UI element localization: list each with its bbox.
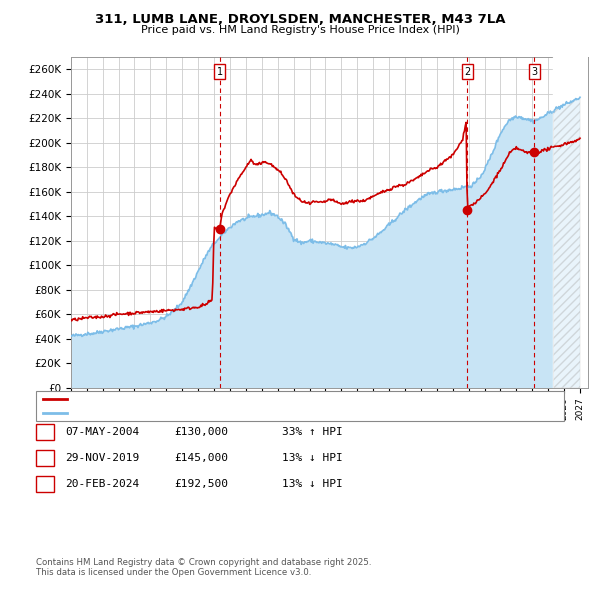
Text: 311, LUMB LANE, DROYLSDEN, MANCHESTER, M43 7LA: 311, LUMB LANE, DROYLSDEN, MANCHESTER, M…	[95, 13, 505, 26]
Text: Price paid vs. HM Land Registry's House Price Index (HPI): Price paid vs. HM Land Registry's House …	[140, 25, 460, 35]
Text: 311, LUMB LANE, DROYLSDEN, MANCHESTER, M43 7LA (semi-detached house): 311, LUMB LANE, DROYLSDEN, MANCHESTER, M…	[72, 394, 458, 404]
Text: £145,000: £145,000	[174, 453, 228, 463]
Text: 2: 2	[41, 453, 49, 463]
Text: 29-NOV-2019: 29-NOV-2019	[65, 453, 139, 463]
Text: £130,000: £130,000	[174, 427, 228, 437]
Text: 13% ↓ HPI: 13% ↓ HPI	[282, 453, 343, 463]
Text: 33% ↑ HPI: 33% ↑ HPI	[282, 427, 343, 437]
Text: 2: 2	[464, 67, 470, 77]
Text: HPI: Average price, semi-detached house, Tameside: HPI: Average price, semi-detached house,…	[72, 408, 325, 418]
Text: Contains HM Land Registry data © Crown copyright and database right 2025.
This d: Contains HM Land Registry data © Crown c…	[36, 558, 371, 577]
Bar	[553, 57, 588, 388]
Text: 3: 3	[41, 479, 49, 489]
Text: 3: 3	[532, 67, 538, 77]
Text: 1: 1	[41, 427, 49, 437]
Text: 13% ↓ HPI: 13% ↓ HPI	[282, 479, 343, 489]
Text: £192,500: £192,500	[174, 479, 228, 489]
Text: 07-MAY-2004: 07-MAY-2004	[65, 427, 139, 437]
Text: 20-FEB-2024: 20-FEB-2024	[65, 479, 139, 489]
Text: 1: 1	[217, 67, 223, 77]
